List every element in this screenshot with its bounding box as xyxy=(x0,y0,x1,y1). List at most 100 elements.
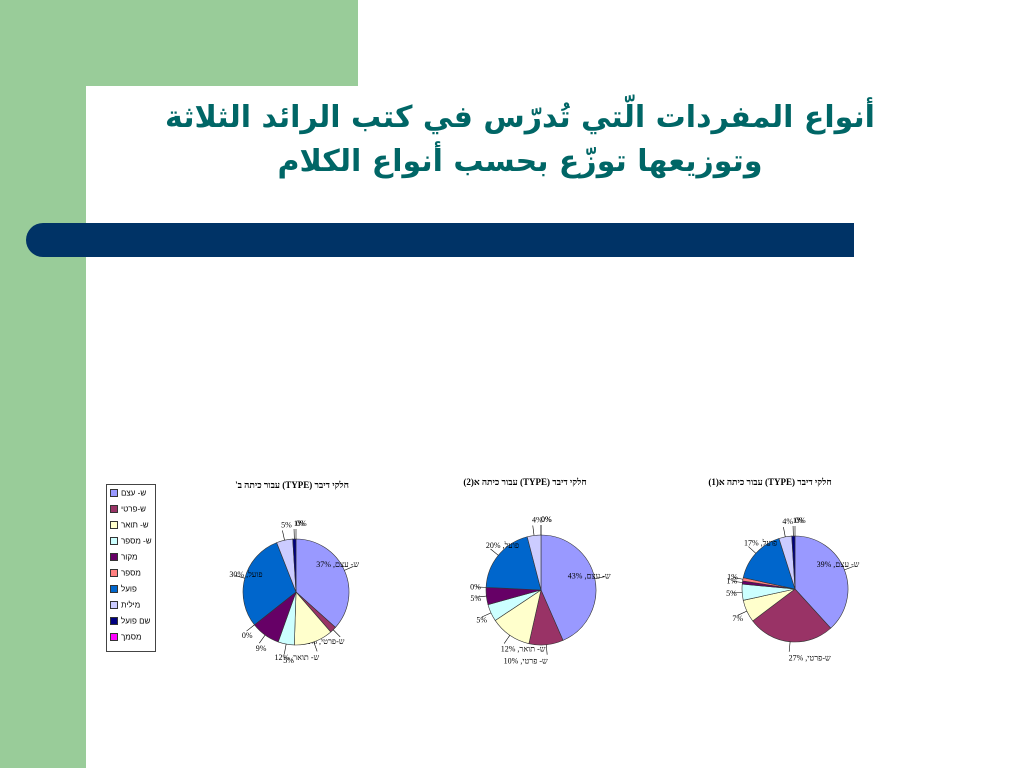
legend-item: פועל xyxy=(110,584,154,596)
title-line-2: وتوزيعها توزّع بحسب أنواع الكلام xyxy=(277,144,763,179)
data-label: 5% xyxy=(281,521,292,530)
data-label: 1% xyxy=(294,519,305,528)
data-label: 0% xyxy=(242,631,253,640)
legend-label: ש- עצם xyxy=(121,488,147,498)
legend-swatch xyxy=(110,488,118,497)
legend-label: מילית xyxy=(121,600,141,610)
data-label: 5% xyxy=(283,656,294,665)
legend-label: שם פועל xyxy=(121,616,151,626)
data-label: ש- פרטי, 10% xyxy=(504,657,548,666)
legend-item: שם פועל xyxy=(110,616,154,628)
data-label: ש-פרטי, 27% xyxy=(789,654,831,663)
pie-slice xyxy=(295,538,350,628)
leader-line xyxy=(481,612,492,618)
leader-line xyxy=(545,644,548,655)
leader-line xyxy=(284,644,287,654)
title-line-1: أنواع المفردات الّتي تُدرّس في كتب الرائ… xyxy=(165,100,875,135)
data-label: 1% xyxy=(727,572,738,581)
legend-item: ש- תואר xyxy=(110,520,154,532)
leader-line xyxy=(594,576,605,580)
data-label: ש- תואר, 12% xyxy=(274,653,319,662)
pie-slice xyxy=(242,542,297,626)
legend-label: ש- תואר xyxy=(121,520,149,530)
data-label: 0% xyxy=(541,515,552,524)
leader-line xyxy=(737,610,747,616)
data-label: פועל, 20% xyxy=(486,541,519,550)
legend-item: ש- מספר xyxy=(110,536,154,548)
data-label: פועל, 17% xyxy=(744,539,777,548)
legend-item: מספר xyxy=(110,568,154,580)
legend-swatch xyxy=(110,584,118,593)
leader-line xyxy=(259,634,266,644)
leader-line xyxy=(783,527,786,537)
legend-item: ש-פרטי xyxy=(110,504,154,516)
pie-slice xyxy=(742,538,796,590)
legend-label: ש-פרטי xyxy=(121,504,146,514)
chart-title-grade-a1: חלקי דיבר (TYPE) עבור כיתה א(1) xyxy=(708,477,831,487)
leader-line xyxy=(332,629,341,638)
legend-label: ש- מספר xyxy=(121,536,152,546)
data-label: 5% xyxy=(476,615,487,624)
legend-label: מסמך xyxy=(121,632,142,642)
pie-slice xyxy=(794,535,849,629)
data-label: 4% xyxy=(532,516,543,525)
data-label: 5% xyxy=(726,589,737,598)
legend-swatch xyxy=(110,600,118,609)
leader-line xyxy=(282,530,285,541)
leader-line xyxy=(788,641,791,652)
data-label: 0% xyxy=(296,519,307,528)
leader-line xyxy=(235,575,245,579)
leader-line xyxy=(748,546,757,554)
data-label: פועל, 30% xyxy=(229,570,262,579)
legend-item: מילית xyxy=(110,600,154,612)
chart-title-grade-a2: חלקי דיבר (TYPE) עבור כיתה א(2) xyxy=(463,477,586,487)
data-label: 0% xyxy=(541,515,552,524)
leader-line xyxy=(503,635,511,644)
legend-label: מספר xyxy=(121,568,141,578)
legend-item: מקור xyxy=(110,552,154,564)
slide-title: أنواع المفردات الّتي تُدرّس في كتب الرائ… xyxy=(120,96,920,184)
data-label: 5% xyxy=(470,594,481,603)
legend-swatch xyxy=(110,616,118,625)
legend-label: מקור xyxy=(121,552,138,562)
data-label: ש- עצם, 43% xyxy=(568,571,611,580)
data-label: 9% xyxy=(256,644,267,653)
data-label: 0% xyxy=(470,583,481,592)
legend-swatch xyxy=(110,536,118,545)
leader-line xyxy=(532,525,535,536)
legend-label: פועל xyxy=(121,584,137,594)
data-label: 7% xyxy=(732,614,743,623)
leader-line xyxy=(733,577,743,580)
legend-swatch xyxy=(110,632,118,641)
leader-line xyxy=(732,580,743,583)
leader-line xyxy=(246,624,255,632)
data-label: ש-פרטי, 2% xyxy=(306,637,344,646)
legend-swatch xyxy=(110,568,118,577)
pie-group: ש- עצם, 37%ש-פרטי, 2%ש- תואר, 12%5%9%0%פ… xyxy=(229,515,859,666)
leader-line xyxy=(490,548,499,556)
leader-line xyxy=(732,591,743,594)
pie-slice xyxy=(540,534,597,641)
data-label: ש- עצם, 37% xyxy=(316,560,359,569)
leader-line xyxy=(313,641,318,652)
data-label: 0% xyxy=(795,516,806,525)
legend-swatch xyxy=(110,520,118,529)
legend-swatch xyxy=(110,504,118,513)
leader-line xyxy=(476,595,487,598)
data-label: 4% xyxy=(782,517,793,526)
leader-line xyxy=(844,565,854,571)
leader-line xyxy=(344,566,354,571)
chart-title-grade-b: חלקי דיבר (TYPE) עבור כיתה ב' xyxy=(235,480,349,490)
legend-swatch xyxy=(110,552,118,561)
chart-legend: ש- עצם ש-פרטי ש- תואר ש- מספר מקור מספר … xyxy=(106,484,156,652)
green-side-panel xyxy=(0,0,86,768)
data-label: 1% xyxy=(793,516,804,525)
green-top-panel xyxy=(86,0,358,86)
data-label: ש- עצם, 39% xyxy=(817,560,860,569)
data-label: 1% xyxy=(727,577,738,586)
legend-item: ש- עצם xyxy=(110,488,154,500)
title-underline-bar xyxy=(26,223,854,257)
data-label: ש- תואר, 12% xyxy=(501,644,546,653)
